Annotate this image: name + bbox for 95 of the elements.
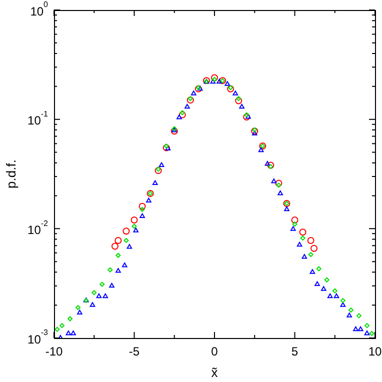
point <box>116 268 121 273</box>
point <box>102 293 108 298</box>
point <box>290 226 296 231</box>
point <box>154 167 162 174</box>
point <box>307 236 314 244</box>
x-tick-label: 10 <box>368 344 382 358</box>
point <box>268 164 274 170</box>
point <box>76 305 81 310</box>
point <box>54 326 60 332</box>
point <box>348 308 354 313</box>
point <box>275 180 282 187</box>
point <box>96 293 102 298</box>
point <box>66 330 72 336</box>
point <box>126 244 132 249</box>
point <box>235 97 242 104</box>
point <box>364 323 370 328</box>
point <box>224 81 230 86</box>
point <box>77 310 82 315</box>
point <box>212 76 217 82</box>
point <box>327 293 333 298</box>
point <box>299 228 306 236</box>
point <box>130 216 138 224</box>
point <box>358 326 364 332</box>
point <box>170 128 178 135</box>
point <box>236 96 242 102</box>
point <box>178 111 186 118</box>
point <box>108 267 113 272</box>
point <box>180 110 185 116</box>
point <box>278 190 283 196</box>
point <box>158 162 164 168</box>
point <box>276 182 282 188</box>
x-tick-label: -5 <box>128 344 140 358</box>
point <box>332 288 338 294</box>
point <box>310 244 318 252</box>
y-axis-title: p.d.f. <box>4 160 19 188</box>
point <box>316 266 322 272</box>
point <box>190 90 196 96</box>
x-tick-label: 0 <box>211 344 218 358</box>
point <box>176 114 182 120</box>
point <box>140 213 145 218</box>
point <box>216 78 222 84</box>
point <box>138 202 146 210</box>
point <box>111 242 118 250</box>
point <box>239 104 244 109</box>
point <box>310 269 316 274</box>
point <box>308 252 314 258</box>
point <box>146 198 152 203</box>
point <box>92 290 97 296</box>
point <box>124 238 129 243</box>
point <box>302 254 308 259</box>
point <box>100 282 105 287</box>
point <box>184 104 190 109</box>
point <box>314 281 320 286</box>
point <box>109 282 114 288</box>
point <box>320 286 326 291</box>
point <box>188 96 193 102</box>
point <box>114 236 122 244</box>
point <box>165 146 171 150</box>
point <box>292 222 298 227</box>
point <box>232 90 238 96</box>
point <box>68 316 73 322</box>
point <box>340 302 346 307</box>
point <box>140 206 145 212</box>
point <box>133 228 139 232</box>
point <box>284 206 290 212</box>
point <box>60 323 65 328</box>
point <box>264 161 270 166</box>
point <box>252 127 258 132</box>
point <box>364 330 370 336</box>
point <box>152 180 158 186</box>
point <box>291 216 298 224</box>
point <box>296 242 302 247</box>
point <box>70 330 76 336</box>
point <box>271 178 277 184</box>
point <box>258 147 264 152</box>
point <box>90 302 96 307</box>
point <box>122 228 130 235</box>
x-tick-label: 5 <box>291 344 298 358</box>
point <box>340 298 346 304</box>
point <box>356 313 362 318</box>
point <box>116 252 121 258</box>
point <box>122 262 128 268</box>
point <box>324 277 330 282</box>
point <box>334 293 340 298</box>
point <box>300 236 306 241</box>
point <box>369 330 374 336</box>
point <box>132 224 137 229</box>
x-tick-label: -10 <box>45 344 63 358</box>
point <box>186 96 194 104</box>
x-axis-title: x̃ <box>211 365 218 380</box>
point <box>252 130 258 136</box>
point <box>346 312 352 318</box>
point <box>211 74 218 82</box>
point <box>156 166 161 172</box>
point <box>353 326 358 332</box>
